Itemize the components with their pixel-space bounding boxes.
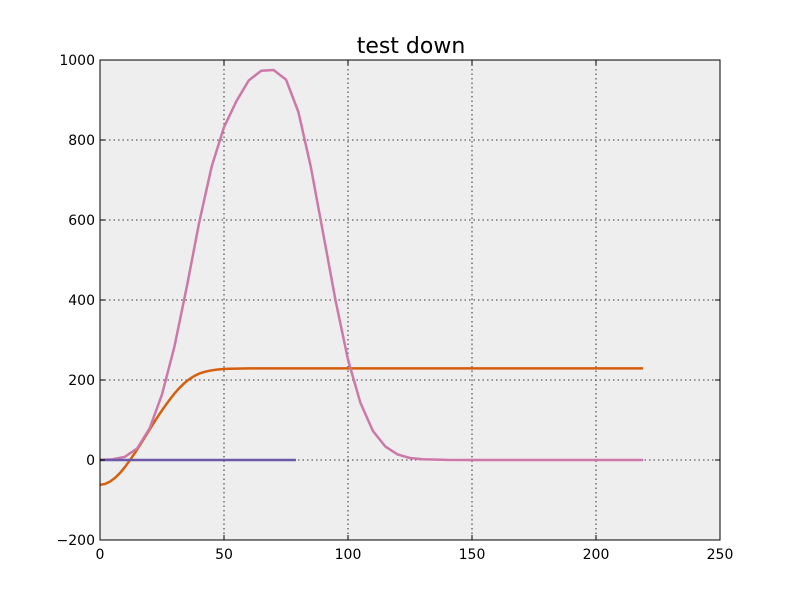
x-tick-label: 0 (96, 547, 105, 563)
x-tick-label: 50 (215, 547, 233, 563)
y-tick-label: 400 (68, 293, 95, 309)
series-line-1 (99, 367, 644, 487)
x-tick-label: 100 (335, 547, 362, 563)
series-layer (99, 68, 644, 487)
series-line-2 (99, 68, 644, 462)
y-tick-label: 200 (68, 373, 95, 389)
x-tick-label: 200 (583, 547, 610, 563)
y-tick-label: −200 (57, 533, 95, 549)
y-tick-label: 600 (68, 213, 95, 229)
y-tick-label: 1000 (59, 53, 95, 69)
y-tick-label: 0 (86, 453, 95, 469)
chart-title: test down (357, 34, 466, 59)
x-tick-label: 250 (707, 547, 734, 563)
y-tick-label: 800 (68, 133, 95, 149)
x-tick-label: 150 (459, 547, 486, 563)
grid (100, 60, 720, 540)
